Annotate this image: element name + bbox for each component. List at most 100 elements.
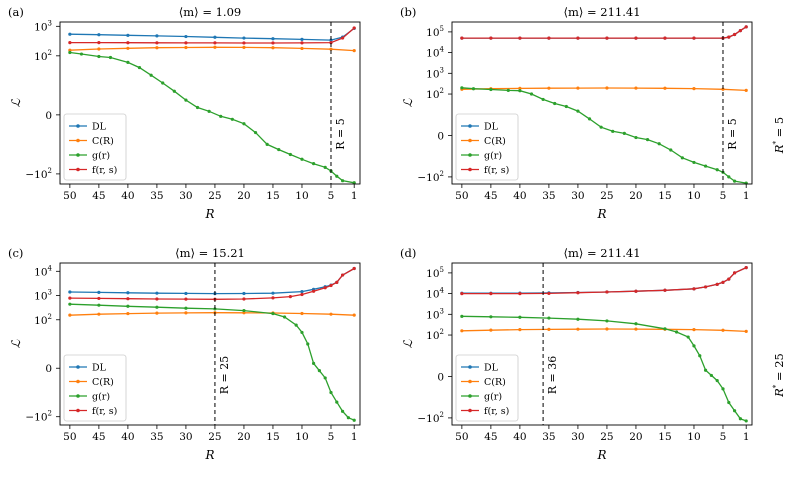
data-point	[564, 104, 568, 109]
data-point	[738, 417, 742, 421]
y-tick-label: 103	[34, 19, 52, 33]
x-tick-label: 5	[720, 190, 727, 202]
y-tick-label: 103	[34, 289, 52, 303]
data-point	[460, 314, 464, 318]
data-point	[282, 315, 287, 319]
data-point	[155, 46, 159, 50]
row-label-2: R* = 25	[772, 353, 786, 398]
data-point	[340, 409, 345, 413]
data-point	[300, 311, 304, 316]
data-point	[126, 41, 130, 45]
data-point	[126, 291, 130, 295]
data-point	[727, 277, 731, 281]
data-point	[68, 313, 72, 317]
data-point	[576, 291, 580, 295]
data-point	[294, 323, 298, 327]
y-tick-label: −102	[417, 170, 444, 184]
data-point	[155, 311, 159, 315]
data-point	[692, 36, 696, 40]
data-point	[715, 168, 719, 172]
data-point	[547, 316, 551, 320]
data-point	[126, 311, 130, 316]
x-tick-label: 25	[600, 190, 613, 202]
data-point	[692, 344, 696, 348]
panel-label: (d)	[400, 246, 416, 260]
legend-label: DL	[92, 122, 107, 133]
legend-marker	[76, 379, 80, 384]
data-point	[489, 328, 493, 332]
data-point	[288, 295, 292, 299]
x-tick-label: 35	[542, 190, 555, 202]
x-tick-label: 35	[150, 190, 163, 202]
y-tick-label: 104	[426, 287, 444, 301]
data-point	[184, 306, 188, 310]
data-point	[340, 179, 345, 183]
legend-label: f(r, s)	[484, 406, 509, 417]
x-tick-label: 1	[743, 431, 750, 443]
data-point	[184, 41, 188, 45]
data-point	[352, 266, 356, 271]
y-tick-label: −102	[25, 167, 52, 181]
x-tick-label: 10	[687, 431, 700, 443]
data-point	[213, 41, 217, 45]
data-point	[126, 60, 130, 64]
legend-marker	[468, 138, 472, 143]
panel-c: (c) ⟨m⟩ = 15.21 50 45 40 35 30 25 20 15 10 5 1 −102 0 1…	[8, 246, 361, 462]
legend-box	[455, 113, 519, 181]
y-tick-label: 104	[426, 46, 444, 60]
series-line	[461, 315, 747, 422]
data-point	[242, 36, 246, 40]
x-tick-label: 50	[455, 190, 468, 202]
series-line	[69, 27, 355, 44]
legend-label: DL	[484, 363, 499, 374]
data-point	[471, 87, 476, 91]
data-point	[634, 289, 638, 293]
data-point	[219, 114, 223, 118]
legend-label: f(r, s)	[484, 165, 509, 176]
x-tick-label: 15	[266, 431, 279, 443]
data-point	[634, 322, 638, 326]
panel-label: (b)	[400, 5, 416, 19]
data-point	[126, 304, 130, 308]
data-point	[184, 291, 188, 296]
data-point	[271, 291, 275, 295]
data-point	[97, 312, 101, 316]
y-tick-label: 102	[34, 49, 52, 63]
data-point	[335, 174, 339, 178]
series-line	[461, 87, 747, 184]
series-line	[69, 51, 355, 184]
x-tick-label: 20	[629, 190, 642, 202]
data-point	[323, 286, 327, 290]
legend-label: C(R)	[92, 377, 114, 388]
data-point	[340, 273, 345, 277]
legend-marker	[76, 153, 80, 157]
data-point	[329, 38, 333, 42]
panel-a: (a) ⟨m⟩ = 1.09 50 45 40 35 30 25 20 15 10 5 1 −102 0 10…	[8, 5, 361, 221]
legend-label: C(R)	[92, 136, 114, 147]
chart-title: ⟨m⟩ = 1.09	[179, 5, 241, 19]
y-tick-label: 103	[426, 307, 444, 321]
data-point	[634, 135, 638, 140]
data-point	[657, 142, 661, 146]
data-point	[97, 296, 101, 301]
y-axis-label: ℒ	[9, 98, 23, 107]
data-point	[744, 265, 748, 270]
legend-marker	[468, 167, 472, 172]
data-point	[732, 409, 737, 413]
x-tick-label: 20	[237, 431, 250, 443]
x-tick-label: 40	[121, 431, 134, 443]
data-point	[698, 354, 702, 358]
data-point	[587, 117, 592, 121]
data-point	[605, 86, 609, 90]
data-point	[634, 36, 638, 40]
data-point	[68, 32, 72, 36]
x-tick-label: 5	[328, 431, 335, 443]
data-point	[547, 291, 551, 296]
data-point	[605, 327, 609, 331]
data-point	[126, 297, 130, 301]
legend-label: C(R)	[484, 377, 506, 388]
data-point	[184, 45, 188, 50]
y-tick-label: −102	[417, 411, 444, 425]
chart-title: ⟨m⟩ = 211.41	[563, 5, 640, 19]
